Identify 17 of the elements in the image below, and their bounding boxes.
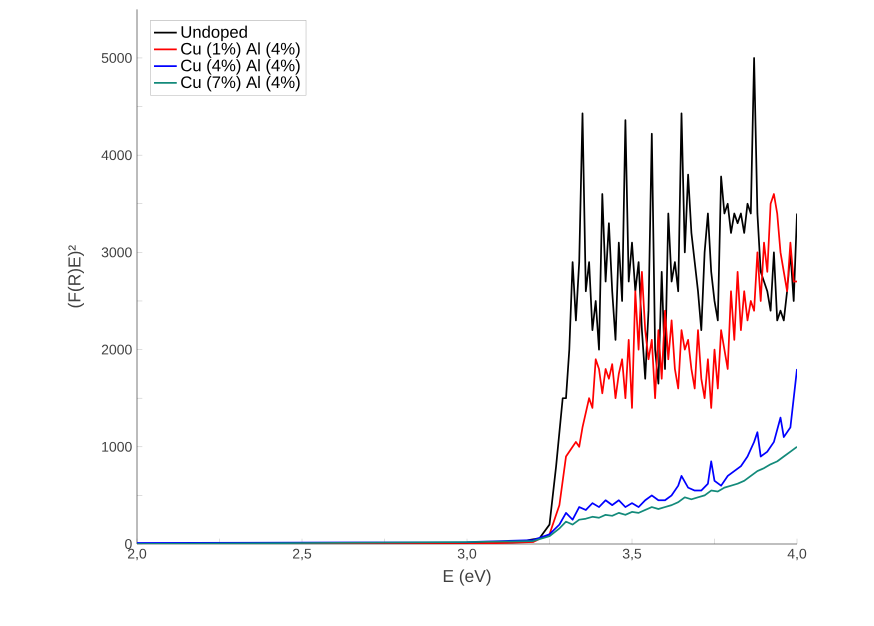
y-tick-label: 2000	[102, 344, 132, 355]
x-axis-title: E (eV)	[444, 569, 490, 586]
y-tick-label: 5000	[102, 53, 132, 63]
y-axis-title: (F(R)E)²	[68, 245, 84, 308]
y-tick-label: 1000	[102, 442, 132, 452]
x-tick-label: 3,5	[622, 548, 642, 560]
y-tick-label: 4000	[101, 150, 132, 160]
legend-label: Cu (1%) Al (4%)	[181, 42, 300, 58]
legend-label: Undoped	[182, 26, 247, 42]
y-tick-label: 3000	[102, 247, 132, 258]
x-tick-label: 2,0	[128, 548, 146, 560]
x-tick-label: 2,5	[292, 548, 312, 560]
y-tick-label: 0	[125, 539, 132, 549]
legend-label: Cu (4%) Al (4%)	[181, 59, 300, 75]
x-tick-label: 3,0	[458, 548, 476, 560]
x-tick-label: 4,0	[788, 548, 806, 560]
legend-label: Cu (7%) Al (4%)	[181, 76, 300, 92]
